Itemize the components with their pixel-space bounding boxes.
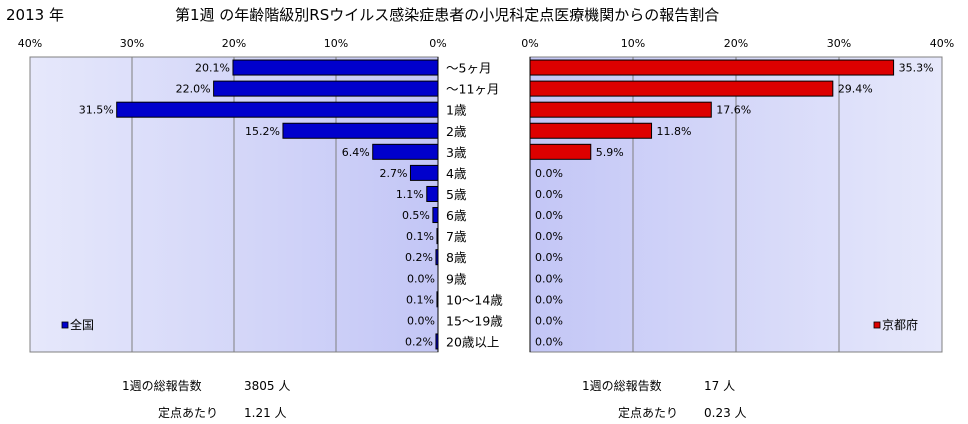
chart-title: 第1週 の年齢階級別RSウイルス感染症患者の小児科定点医療機関からの報告割合 (175, 6, 719, 24)
data-label-kyoto: 0.0% (535, 209, 563, 222)
category-label: 4歳 (446, 166, 467, 181)
category-label: 3歳 (446, 145, 467, 160)
legend-label-national: 全国 (70, 317, 94, 332)
data-label-national: 20.1% (195, 62, 230, 75)
bar-national-0 (232, 59, 439, 76)
bar-kyoto-3 (529, 122, 653, 139)
data-label-kyoto: 0.0% (535, 293, 563, 306)
right-footer-per-site: 定点あたり 0.23 人 (618, 404, 747, 421)
left-per-site-label: 定点あたり (158, 406, 219, 420)
data-label-kyoto: 0.0% (535, 167, 563, 180)
bar-kyoto-2 (529, 101, 712, 118)
data-label-kyoto: 17.6% (716, 104, 751, 117)
category-label: 2歳 (446, 124, 467, 139)
bar-national-5 (409, 164, 439, 181)
tick-label: 40% (930, 37, 954, 50)
data-label-kyoto: 0.0% (535, 230, 563, 243)
year-label: 2013 年 (6, 6, 64, 24)
category-label: 15～19歳 (446, 313, 503, 328)
left-chart-national: 40% 30% 20% 10% 0% 20.1% 22.0% 31.5% 15.2% 6.4% 2.… (18, 37, 447, 353)
right-per-site-label: 定点あたり (618, 406, 679, 420)
legend-label-kyoto: 京都府 (882, 317, 918, 332)
legend-swatch-kyoto (873, 321, 881, 329)
right-footer-reports: 1週の総報告数 17 人 (582, 377, 735, 394)
data-label-national: 0.0% (407, 272, 435, 285)
data-label-kyoto: 0.0% (535, 188, 563, 201)
tick-label: 40% (18, 37, 42, 50)
bar-national-4 (372, 143, 439, 160)
data-label-national: 0.2% (405, 335, 433, 348)
left-reports-label: 1週の総報告数 (122, 379, 202, 393)
tick-label: 20% (222, 37, 246, 50)
category-label: 20歳以上 (446, 334, 499, 349)
bar-national-3 (282, 122, 439, 139)
category-label: 1歳 (446, 103, 467, 118)
bar-national-7 (432, 207, 439, 224)
data-label-national: 31.5% (79, 104, 114, 117)
data-label-national: 0.1% (406, 230, 434, 243)
left-per-site-value: 1.21 人 (244, 406, 287, 420)
left-reports-value: 3805 人 (244, 379, 291, 393)
bar-national-13 (435, 333, 439, 350)
tick-label: 0% (429, 37, 446, 50)
data-label-kyoto: 11.8% (657, 125, 692, 138)
category-label: 7歳 (446, 229, 467, 244)
category-label: 5歳 (446, 187, 467, 202)
data-label-national: 0.5% (402, 209, 430, 222)
category-label: ～5ヶ月 (446, 61, 491, 76)
tick-label: 0% (521, 37, 538, 50)
bar-kyoto-4 (529, 143, 592, 160)
data-label-national: 15.2% (245, 125, 280, 138)
category-label: 6歳 (446, 208, 467, 223)
data-label-kyoto: 5.9% (596, 146, 624, 159)
category-label: ～11ヶ月 (446, 82, 499, 97)
bar-national-2 (116, 101, 439, 118)
data-label-national: 6.4% (342, 146, 370, 159)
right-reports-label: 1週の総報告数 (582, 379, 662, 393)
left-footer-reports: 1週の総報告数 3805 人 (122, 377, 290, 394)
data-label-national: 0.2% (405, 251, 433, 264)
bar-national-9 (435, 249, 439, 266)
category-label: 10～14歳 (446, 292, 503, 307)
bar-kyoto-1 (529, 80, 834, 97)
category-label: 8歳 (446, 250, 467, 265)
category-axis: ～5ヶ月 ～11ヶ月 1歳 2歳 3歳 4歳 5歳 6歳 7歳 8歳 9歳 10～14歳 15～19歳 2… (446, 61, 503, 350)
bar-national-8 (436, 228, 439, 245)
left-footer-per-site: 定点あたり 1.21 人 (158, 404, 287, 421)
data-label-national: 0.1% (406, 293, 434, 306)
bar-national-1 (213, 80, 439, 97)
data-label-national: 22.0% (176, 83, 211, 96)
bar-national-6 (426, 185, 439, 202)
category-label: 9歳 (446, 271, 467, 286)
legend-swatch-national (61, 321, 69, 329)
data-label-national: 0.0% (407, 314, 435, 327)
tick-label: 30% (827, 37, 851, 50)
right-chart-kyoto: 0% 10% 20% 30% 40% 35.3% 29.4% 17.6% 11.8% 5.9% 0.… (521, 37, 954, 353)
data-label-kyoto: 29.4% (838, 83, 873, 96)
bar-kyoto-0 (529, 59, 895, 76)
data-label-kyoto: 0.0% (535, 314, 563, 327)
data-label-kyoto: 35.3% (899, 62, 934, 75)
tick-label: 20% (724, 37, 748, 50)
tick-label: 30% (120, 37, 144, 50)
tick-label: 10% (621, 37, 645, 50)
data-label-kyoto: 0.0% (535, 335, 563, 348)
data-label-national: 1.1% (396, 188, 424, 201)
right-per-site-value: 0.23 人 (704, 406, 747, 420)
tick-label: 10% (324, 37, 348, 50)
data-label-kyoto: 0.0% (535, 251, 563, 264)
data-label-kyoto: 0.0% (535, 272, 563, 285)
data-label-national: 2.7% (380, 167, 408, 180)
bar-national-11 (436, 291, 439, 308)
right-reports-value: 17 人 (704, 379, 736, 393)
